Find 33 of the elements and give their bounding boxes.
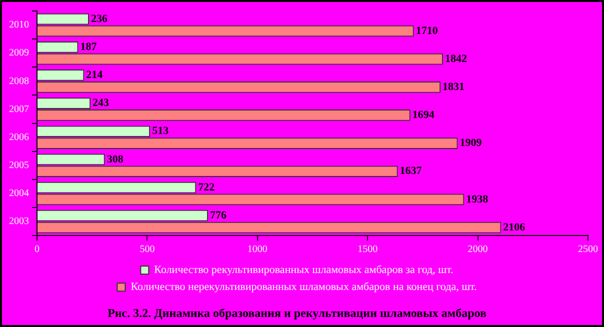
data-label: 2106 — [503, 221, 526, 234]
data-label: 776 — [210, 209, 228, 222]
data-label: 187 — [80, 40, 98, 53]
data-label: 308 — [106, 153, 124, 166]
data-label: 243 — [92, 97, 110, 110]
data-label: 236 — [91, 12, 108, 25]
y-tick-label: 2008 — [9, 76, 29, 87]
data-label: 513 — [152, 125, 170, 138]
data-label: 1637 — [400, 165, 422, 178]
y-tick-label: 2004 — [9, 188, 29, 200]
data-label: 1842 — [444, 52, 468, 65]
x-tick-label: 1000 — [247, 244, 268, 256]
x-tick-label: 1500 — [358, 244, 378, 256]
data-label: 1831 — [442, 80, 465, 93]
y-tick-label: 2009 — [9, 48, 29, 59]
data-label: 722 — [198, 181, 216, 194]
text: Рис. 3.2. Динамика образования и рекультивации шламовых амбаров — [108, 306, 487, 320]
data-label: 1938 — [466, 193, 489, 206]
y-tick-label: 2003 — [9, 216, 29, 228]
legend-label: Количество рекультивированных шламовых амбаров за год, шт. — [154, 264, 454, 276]
x-tick-label: 2000 — [468, 244, 488, 256]
x-tick-label: 0 — [34, 244, 40, 256]
data-label: 214 — [86, 69, 104, 82]
x-tick-label: 500 — [140, 244, 155, 256]
data-label: 1710 — [416, 24, 438, 37]
y-tick-label: 2010 — [9, 20, 29, 31]
y-tick-label: 2005 — [9, 160, 29, 172]
data-label: 1694 — [412, 109, 435, 122]
data-label: 1909 — [460, 137, 482, 150]
y-tick-label: 2007 — [9, 104, 29, 115]
y-tick-label: 2006 — [9, 132, 29, 143]
legend-label: Количество нерекультивированных шламовых амбаров на конец года, шт. — [130, 280, 478, 293]
x-tick-label: 2500 — [578, 244, 598, 256]
